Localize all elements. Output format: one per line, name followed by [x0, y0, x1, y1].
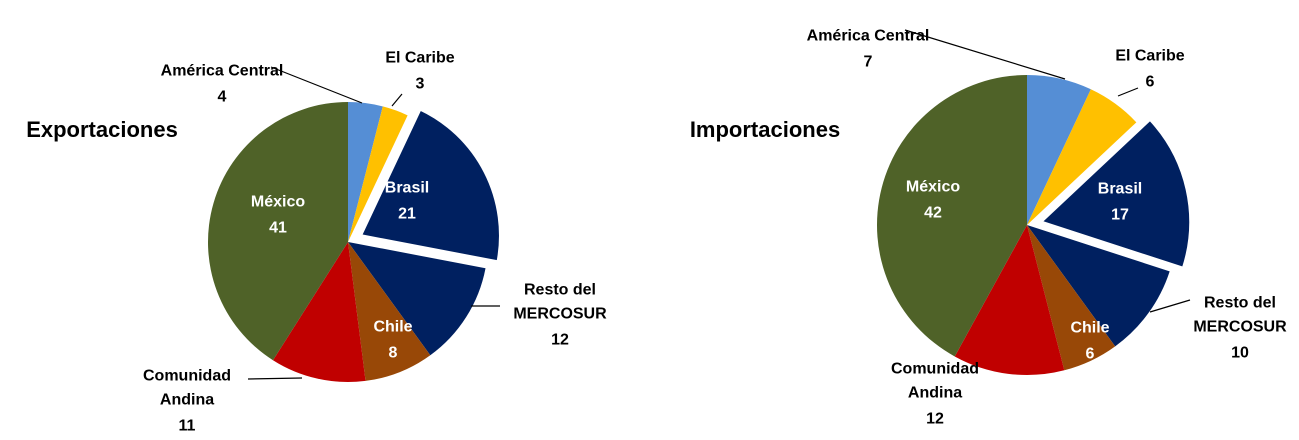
- category-name: Comunidad Andina: [891, 360, 979, 402]
- category-name: Resto del MERCOSUR: [513, 281, 607, 323]
- pie-slice: [272, 242, 366, 382]
- pie-slice: [1037, 117, 1193, 271]
- slice-label: Brasil 17: [1080, 178, 1160, 229]
- value-label: 3: [415, 75, 425, 93]
- category-name: Comunidad Andina: [143, 367, 231, 409]
- pie-slice: [358, 106, 502, 264]
- slice-label: Comunidad Andina 12: [870, 358, 1000, 433]
- pie-slice: [348, 242, 486, 356]
- category-name: El Caribe: [1115, 47, 1185, 65]
- pie-slice: [348, 242, 431, 381]
- pie-slice: [1027, 225, 1170, 347]
- category-name: El Caribe: [385, 49, 455, 67]
- category-name: Chile: [373, 318, 413, 336]
- category-name: México: [250, 193, 306, 211]
- pie-slice: [348, 106, 408, 242]
- slice-label: Resto del MERCOSUR 10: [1175, 292, 1299, 367]
- pie-slice: [348, 102, 383, 242]
- chart-title: Exportaciones: [26, 117, 178, 142]
- leader-line: [904, 29, 1066, 80]
- category-name: América Central: [806, 27, 930, 45]
- slice-label: América Central 7: [803, 25, 933, 76]
- value-label: 6: [1145, 73, 1155, 91]
- pie-slice: [1027, 89, 1137, 225]
- value-label: 21: [398, 205, 416, 223]
- slice-label: América Central 4: [157, 60, 287, 111]
- category-name: Chile: [1070, 319, 1110, 337]
- value-label: 17: [1111, 206, 1129, 224]
- category-name: Brasil: [1097, 180, 1143, 198]
- value-label: 42: [924, 204, 942, 222]
- pie-slice: [208, 102, 348, 361]
- pie-slice: [877, 75, 1027, 357]
- value-label: 10: [1231, 344, 1249, 362]
- slice-label: Brasil 21: [367, 177, 447, 228]
- slice-label: El Caribe 6: [1085, 45, 1215, 96]
- category-name: Brasil: [384, 179, 430, 197]
- value-label: 4: [217, 88, 227, 106]
- value-label: 8: [388, 344, 398, 362]
- slice-label: Chile 6: [1050, 317, 1130, 368]
- slice-label: México 41: [238, 191, 318, 242]
- value-label: 41: [269, 219, 287, 237]
- leader-line: [247, 377, 303, 380]
- leader-line: [1149, 299, 1191, 313]
- leader-line: [391, 93, 403, 107]
- pie-slice: [954, 225, 1065, 375]
- chart-title: Importaciones: [689, 117, 841, 142]
- slice-label: México 42: [893, 176, 973, 227]
- slice-label: El Caribe 3: [355, 47, 485, 98]
- pie-slice: [1027, 75, 1091, 225]
- leader-line: [1117, 87, 1139, 97]
- slice-label: Resto del MERCOSUR 12: [495, 279, 625, 354]
- category-name: América Central: [160, 62, 284, 80]
- value-label: 6: [1085, 345, 1095, 363]
- leader-line: [270, 66, 363, 104]
- value-label: 7: [863, 53, 873, 71]
- category-name: México: [905, 178, 961, 196]
- value-label: 12: [551, 331, 569, 349]
- category-name: Resto del MERCOSUR: [1193, 294, 1287, 336]
- pie-slice: [1027, 225, 1116, 371]
- value-label: 11: [178, 417, 196, 435]
- slice-label: Comunidad Andina 11: [122, 365, 252, 440]
- slice-label: Chile 8: [353, 316, 433, 367]
- value-label: 12: [926, 410, 944, 428]
